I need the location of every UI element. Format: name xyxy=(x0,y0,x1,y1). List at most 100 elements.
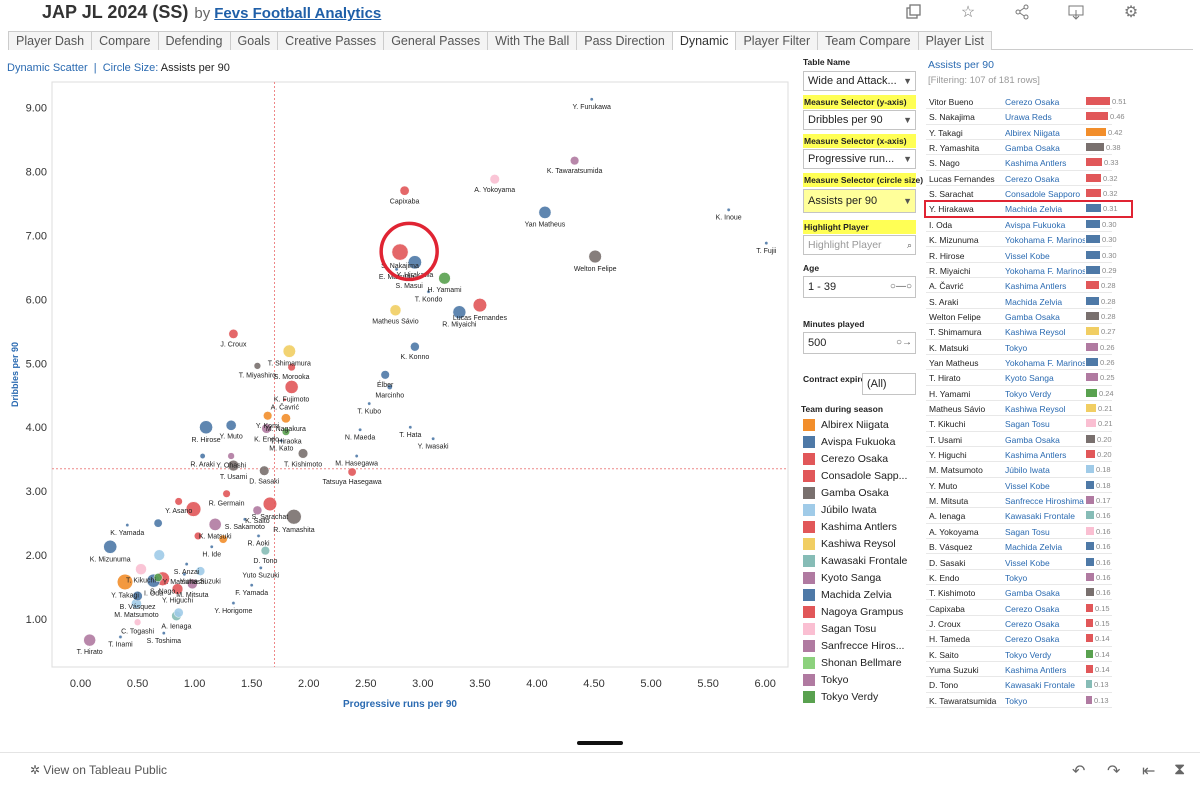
data-point[interactable] xyxy=(282,344,296,358)
data-point[interactable] xyxy=(187,578,198,590)
contract-expires-dropdown[interactable]: (All) xyxy=(862,373,916,395)
table-row[interactable]: Vitor Bueno Cerezo Osaka 0.51 xyxy=(926,94,1127,110)
legend-item[interactable]: Shonan Bellmare xyxy=(803,656,902,669)
tab-player-filter[interactable]: Player Filter xyxy=(735,31,819,50)
table-row[interactable]: R. Yamashita Gamba Osaka 0.38 xyxy=(926,140,1121,156)
data-point[interactable] xyxy=(228,329,239,339)
table-row[interactable]: Welton Felipe Gamba Osaka 0.28 xyxy=(926,309,1116,325)
data-point[interactable] xyxy=(386,384,393,390)
table-row[interactable]: R. Hirose Vissel Kobe 0.30 xyxy=(926,248,1117,263)
legend-item[interactable]: Cerezo Osaka xyxy=(803,452,888,465)
data-point[interactable] xyxy=(358,427,363,432)
data-point[interactable] xyxy=(279,438,284,443)
data-point[interactable] xyxy=(354,454,359,458)
legend-item[interactable]: Nagoya Grampus xyxy=(803,605,903,618)
data-point[interactable] xyxy=(394,267,399,272)
table-row[interactable]: A. Yokoyama Sagan Tosu 0.16 xyxy=(926,524,1112,540)
data-point[interactable] xyxy=(438,272,451,285)
data-point[interactable] xyxy=(117,573,134,590)
data-point[interactable] xyxy=(407,255,422,270)
data-point[interactable] xyxy=(391,243,409,261)
revert-icon[interactable] xyxy=(903,3,923,23)
data-point[interactable] xyxy=(135,563,147,575)
table-row[interactable]: Capixaba Cerezo Osaka 0.15 xyxy=(926,601,1112,616)
settings-gear-icon[interactable]: ⚙ xyxy=(1123,4,1139,21)
table-row[interactable]: I. Oda Avispa Fukuoka 0.30 xyxy=(926,217,1117,233)
minutes-played-slider[interactable]: 500 ○→ xyxy=(803,332,916,354)
data-point[interactable] xyxy=(426,289,431,294)
data-point[interactable] xyxy=(380,370,390,380)
data-point[interactable] xyxy=(153,573,163,582)
data-point[interactable] xyxy=(83,633,96,647)
legend-item[interactable]: Consadole Sapp... xyxy=(803,469,907,482)
data-point[interactable] xyxy=(225,419,237,431)
table-row[interactable]: Y. Takagi Albirex Niigata 0.42 xyxy=(926,125,1123,140)
age-range-slider[interactable]: 1 - 39 ○—○ xyxy=(803,276,916,298)
table-row[interactable]: D. Sasaki Vissel Kobe 0.16 xyxy=(926,555,1112,570)
data-point[interactable] xyxy=(589,97,594,102)
table-row[interactable]: T. Usami Gamba Osaka 0.20 xyxy=(926,432,1112,447)
share-icon[interactable] xyxy=(1012,3,1032,23)
data-point[interactable] xyxy=(252,505,263,516)
tab-pass-direction[interactable]: Pass Direction xyxy=(576,31,673,50)
data-point[interactable] xyxy=(195,566,206,576)
legend-item[interactable]: Avispa Fukuoka xyxy=(803,435,896,448)
data-point[interactable] xyxy=(218,534,228,544)
tab-creative-passes[interactable]: Creative Passes xyxy=(277,31,385,50)
table-row[interactable]: B. Vásquez Machida Zelvia 0.16 xyxy=(926,539,1112,555)
legend-item[interactable]: Albirex Niigata xyxy=(803,418,889,431)
table-row[interactable]: K. Saito Tokyo Verdy 0.14 xyxy=(926,647,1112,662)
data-point[interactable] xyxy=(570,156,580,166)
data-point[interactable] xyxy=(282,397,287,402)
table-row[interactable]: A. Čavrić Kashima Antlers 0.28 xyxy=(926,278,1116,294)
table-row[interactable]: K. Matsuki Tokyo 0.26 xyxy=(926,340,1115,355)
data-point[interactable] xyxy=(431,436,436,441)
table-row[interactable]: M. Matsumoto Júbilo Iwata 0.18 xyxy=(926,462,1112,478)
data-point[interactable] xyxy=(173,607,184,618)
table-row[interactable]: A. Ienaga Kawasaki Frontale 0.16 xyxy=(926,508,1112,524)
data-point[interactable] xyxy=(281,427,290,436)
data-point[interactable] xyxy=(726,207,731,212)
table-row[interactable]: J. Croux Cerezo Osaka 0.15 xyxy=(926,616,1112,632)
data-point[interactable] xyxy=(194,531,203,540)
tab-with-the-ball[interactable]: With The Ball xyxy=(487,31,578,50)
data-point[interactable] xyxy=(284,380,299,394)
data-point[interactable] xyxy=(253,362,262,370)
data-point[interactable] xyxy=(472,298,487,313)
table-row[interactable]: T. Shimamura Kashiwa Reysol 0.27 xyxy=(926,324,1116,340)
tab-player-list[interactable]: Player List xyxy=(917,31,992,50)
revert-all-icon[interactable]: ⇤ xyxy=(1142,763,1156,780)
data-point[interactable] xyxy=(764,241,769,246)
table-row[interactable]: T. Kishimoto Gamba Osaka 0.16 xyxy=(926,585,1112,601)
table-row[interactable]: M. Mitsuta Sanfrecce Hiroshima 0.17 xyxy=(926,493,1112,509)
legend-item[interactable]: Kyoto Sanga xyxy=(803,571,881,584)
data-point[interactable] xyxy=(208,518,222,531)
table-row[interactable]: D. Tono Kawasaki Frontale 0.13 xyxy=(926,677,1112,693)
author-link[interactable]: Fevs Football Analytics xyxy=(214,5,382,22)
scatter-plot[interactable]: 0.00 0.50 1.00 1.50 2.00 2.50 3.00 3.50 4.00 4.50… xyxy=(0,80,795,720)
data-point[interactable] xyxy=(258,565,263,570)
data-point[interactable] xyxy=(287,363,296,372)
data-point[interactable] xyxy=(222,489,231,498)
download-icon[interactable] xyxy=(1066,3,1086,23)
data-point[interactable] xyxy=(367,401,372,406)
measure-y-dropdown[interactable]: Dribbles per 90 ▼ xyxy=(803,110,916,130)
data-point[interactable] xyxy=(410,341,420,352)
data-point[interactable] xyxy=(538,206,552,219)
data-point[interactable] xyxy=(133,618,142,626)
table-row[interactable]: S. Nago Kashima Antlers 0.33 xyxy=(926,155,1119,171)
legend-item[interactable]: Machida Zelvia xyxy=(803,588,892,601)
legend-item[interactable]: Kashiwa Reysol xyxy=(803,537,896,550)
data-point[interactable] xyxy=(174,497,183,506)
data-point[interactable] xyxy=(182,572,187,577)
data-point[interactable] xyxy=(297,448,309,459)
data-point[interactable] xyxy=(161,631,166,636)
table-row[interactable]: T. Kikuchi Sagan Tosu 0.21 xyxy=(926,416,1113,432)
measure-x-dropdown[interactable]: Progressive run... ▼ xyxy=(803,149,916,169)
legend-item[interactable]: Sanfrecce Hiros... xyxy=(803,639,904,652)
data-point[interactable] xyxy=(489,174,500,185)
legend-item[interactable]: Tokyo xyxy=(803,673,848,686)
table-row[interactable]: K. Mizunuma Yokohama F. Marinos 0.30 xyxy=(926,232,1117,248)
favorite-star-icon[interactable]: ☆ xyxy=(960,4,976,21)
table-row[interactable]: Lucas Fernandes Cerezo Osaka 0.32 xyxy=(926,171,1118,187)
